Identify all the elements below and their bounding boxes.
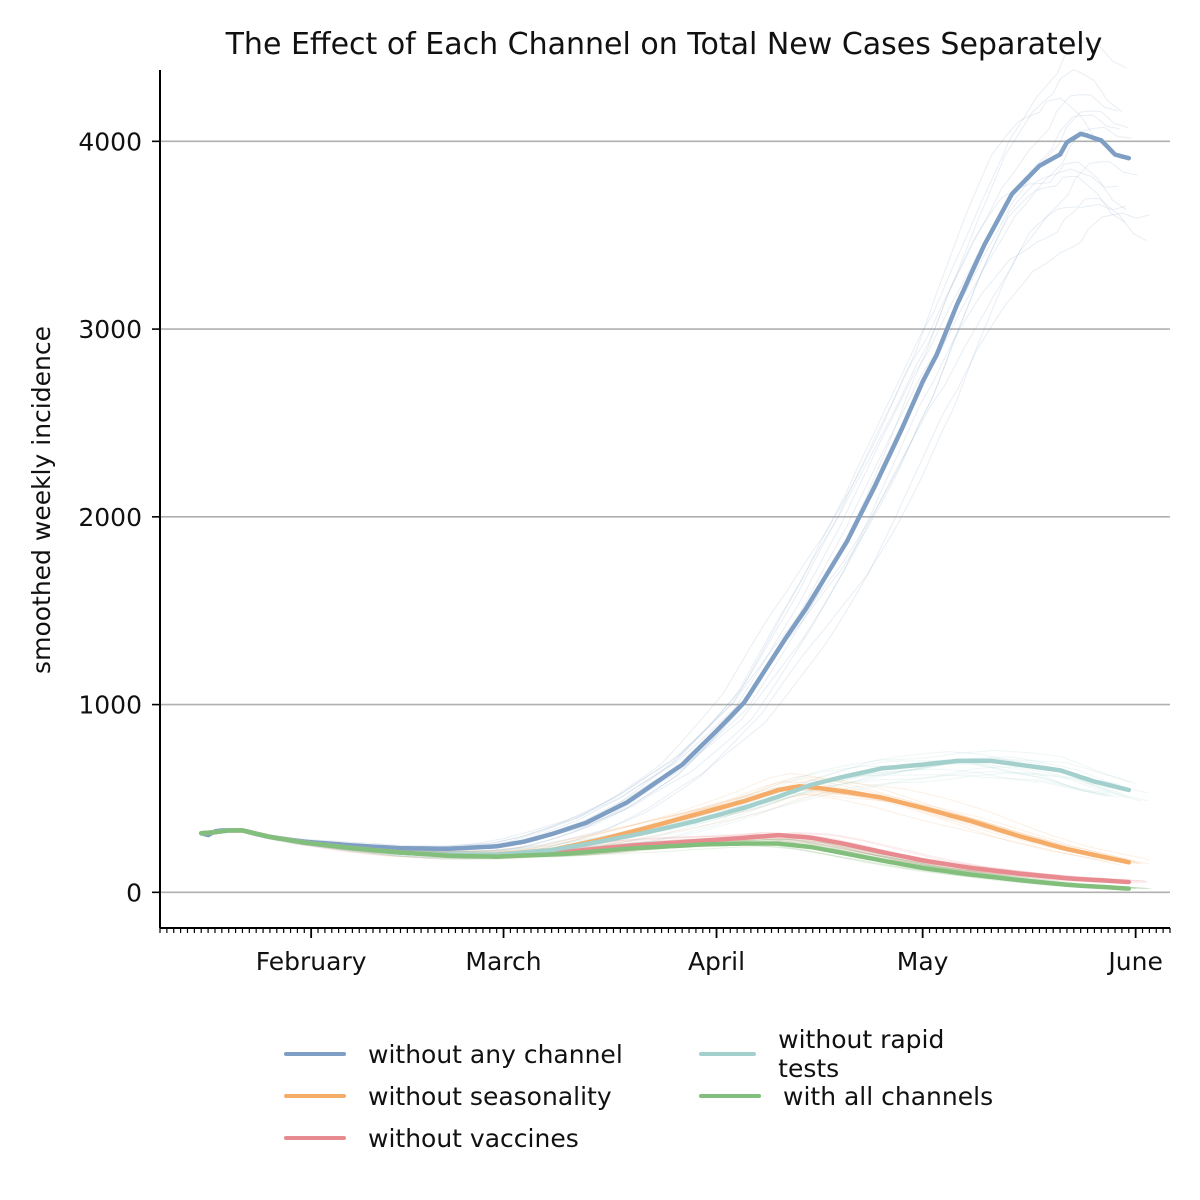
y-tick-label: 3000: [78, 315, 142, 344]
legend-item: without vaccines: [280, 1119, 695, 1157]
series-lines: [198, 131, 1132, 891]
y-axis-label: smoothed weekly incidence: [27, 326, 56, 674]
chart-title: The Effect of Each Channel on Total New …: [225, 27, 1103, 62]
legend-swatch: [284, 1094, 346, 1098]
y-tick-label: 4000: [78, 127, 142, 156]
simulation-run-line: [201, 110, 1129, 850]
legend-label: without vaccines: [368, 1123, 579, 1153]
gridlines: [160, 140, 1170, 894]
simulation-run-line: [201, 97, 1109, 849]
legend-swatch: [284, 1136, 346, 1140]
legend-label: without seasonality: [368, 1081, 612, 1111]
x-tick-label: May: [897, 947, 949, 976]
y-tick-label: 1000: [78, 691, 142, 720]
simulation-run-line: [201, 69, 1122, 849]
x-tick-label: June: [1106, 947, 1162, 976]
x-tick-label: February: [256, 947, 367, 976]
axes: 0 1000 2000 3000 4000 February March April May Ju…: [78, 70, 1171, 976]
simulation-run-line: [201, 161, 1138, 853]
x-tick-label: April: [688, 947, 745, 976]
legend-item: with all channels: [695, 1077, 995, 1115]
simulation-run-line: [201, 94, 1119, 849]
legend-item: without seasonality: [280, 1077, 695, 1115]
legend-swatch: [699, 1094, 761, 1098]
legend-label: without any channel: [368, 1039, 623, 1069]
simulation-run-line: [201, 161, 1127, 852]
y-tick-label: 2000: [78, 503, 142, 532]
legend-label: with all channels: [783, 1081, 994, 1111]
simulation-run-line: [201, 203, 1127, 852]
simulation-run-line: [201, 168, 1119, 849]
simulation-run-line: [201, 212, 1151, 853]
simulation-run-line: [201, 197, 1148, 853]
legend-item: without any channel: [280, 1035, 695, 1073]
simulation-run-line: [201, 126, 1132, 851]
simulation-run-line: [201, 41, 1127, 847]
y-tick-label: 0: [126, 878, 142, 907]
simulation-run-line: [201, 175, 1126, 852]
legend-swatch: [699, 1052, 757, 1056]
series-line: [198, 131, 1132, 852]
legend-item: without rapid tests: [695, 1025, 995, 1083]
legend-label: without rapid tests: [778, 1025, 945, 1083]
simulation-run-line: [201, 830, 1123, 890]
x-tick-label: March: [465, 947, 541, 976]
series-line: [198, 828, 1132, 891]
legend: without any channel without seasonality wi…: [280, 1025, 995, 1157]
legend-swatch: [284, 1052, 346, 1056]
